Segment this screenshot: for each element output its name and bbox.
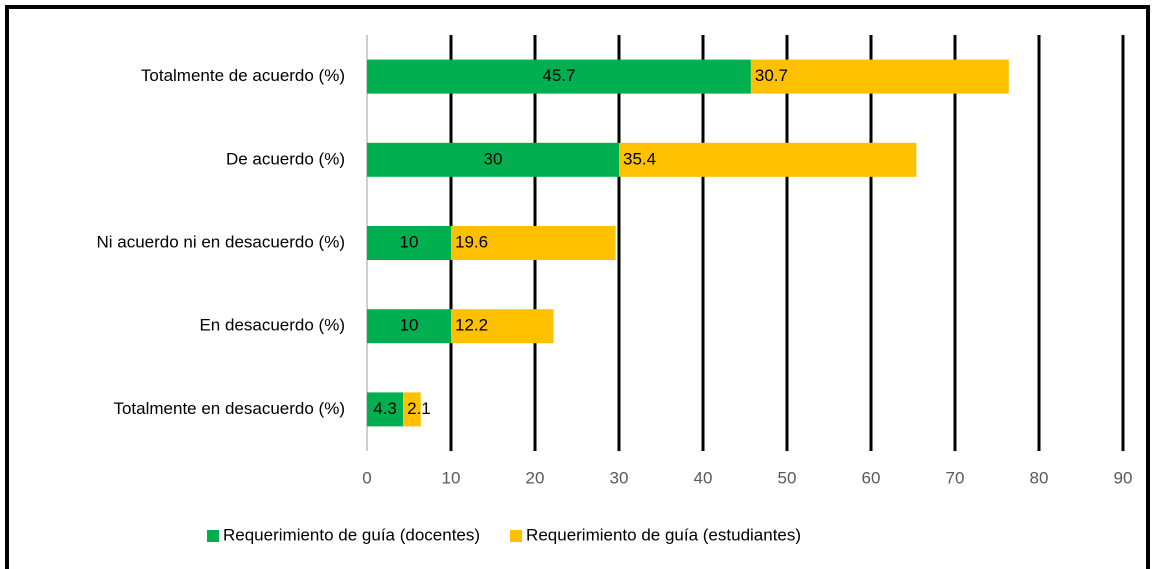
x-tick-label: 40 bbox=[694, 468, 713, 487]
x-tick-label: 60 bbox=[862, 468, 881, 487]
y-tick-label: De acuerdo (%) bbox=[226, 149, 345, 168]
y-tick-label: Totalmente en desacuerdo (%) bbox=[113, 399, 345, 418]
bar-segment bbox=[619, 142, 917, 177]
data-label: 30 bbox=[484, 149, 503, 168]
legend-label: Requerimiento de guía (docentes) bbox=[223, 525, 480, 544]
data-label: 10 bbox=[400, 316, 419, 335]
data-label: 12.2 bbox=[455, 316, 488, 335]
data-label: 10 bbox=[400, 232, 419, 251]
x-tick-label: 0 bbox=[362, 468, 371, 487]
bar-segment bbox=[451, 309, 554, 344]
legend-swatch bbox=[510, 530, 523, 542]
y-tick-label: Ni acuerdo ni en desacuerdo (%) bbox=[96, 232, 345, 251]
x-tick-label: 10 bbox=[442, 468, 461, 487]
data-label: 35.4 bbox=[623, 149, 656, 168]
data-label: 19.6 bbox=[455, 232, 488, 251]
data-label: 45.7 bbox=[542, 66, 575, 85]
x-tick-label: 20 bbox=[526, 468, 545, 487]
bar-segment bbox=[403, 392, 421, 427]
bar-segment bbox=[367, 142, 619, 177]
data-label: 2.1 bbox=[407, 399, 431, 418]
x-tick-label: 90 bbox=[1114, 468, 1133, 487]
frame bbox=[5, 5, 1150, 569]
y-tick-label: Totalmente de acuerdo (%) bbox=[141, 66, 345, 85]
y-tick-label: En desacuerdo (%) bbox=[199, 316, 345, 335]
legend-label: Requerimiento de guía (estudiantes) bbox=[526, 525, 801, 544]
bar-segment bbox=[367, 392, 404, 427]
bar-segment bbox=[451, 226, 616, 260]
x-tick-label: 80 bbox=[1030, 468, 1049, 487]
data-label: 30.7 bbox=[755, 66, 788, 85]
bar-segment bbox=[367, 59, 751, 94]
x-tick-label: 70 bbox=[946, 468, 965, 487]
bar-segment bbox=[750, 59, 1009, 94]
x-tick-label: 50 bbox=[778, 468, 797, 487]
bar-segment bbox=[367, 226, 451, 260]
data-label: 4.3 bbox=[373, 399, 397, 418]
bar-segment bbox=[367, 309, 451, 344]
legend-swatch bbox=[207, 530, 219, 542]
x-tick-label: 30 bbox=[610, 468, 629, 487]
